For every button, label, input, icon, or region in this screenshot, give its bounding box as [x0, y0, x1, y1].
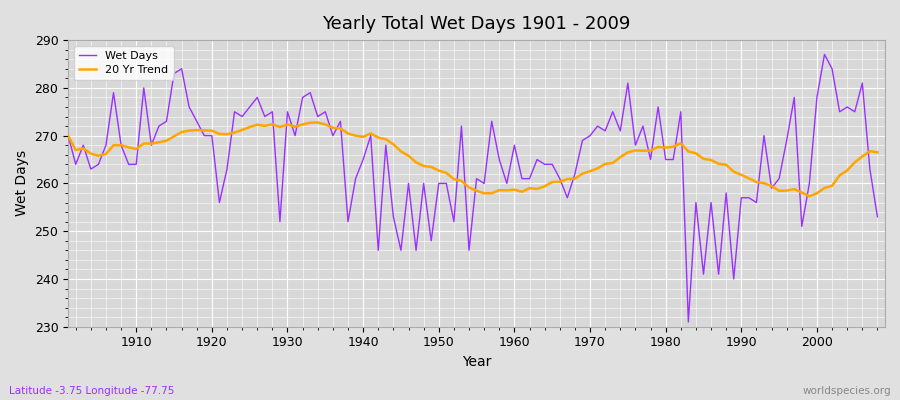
Text: worldspecies.org: worldspecies.org [803, 386, 891, 396]
Title: Yearly Total Wet Days 1901 - 2009: Yearly Total Wet Days 1901 - 2009 [322, 15, 631, 33]
Wet Days [872, 214, 883, 219]
20 Yr Trend [146, 141, 157, 146]
20 Yr Trend [192, 128, 202, 132]
Y-axis label: Wet Days: Wet Days [15, 150, 29, 216]
Text: Latitude -3.75 Longitude -77.75: Latitude -3.75 Longitude -77.75 [9, 386, 175, 396]
Wet Days [441, 181, 452, 186]
Wet Days [819, 52, 830, 57]
20 Yr Trend [713, 162, 724, 166]
Wet Days [781, 138, 792, 143]
20 Yr Trend [63, 133, 74, 138]
Line: Wet Days: Wet Days [68, 54, 878, 322]
20 Yr Trend [448, 177, 459, 182]
Wet Days [766, 186, 777, 190]
20 Yr Trend [312, 120, 323, 125]
Wet Days [146, 143, 157, 148]
Wet Days [713, 272, 724, 276]
Line: 20 Yr Trend: 20 Yr Trend [68, 122, 878, 196]
Legend: Wet Days, 20 Yr Trend: Wet Days, 20 Yr Trend [74, 46, 174, 80]
20 Yr Trend [766, 184, 777, 188]
X-axis label: Year: Year [462, 355, 491, 369]
Wet Days [192, 119, 202, 124]
Wet Days [683, 320, 694, 324]
20 Yr Trend [781, 188, 792, 193]
20 Yr Trend [872, 150, 883, 155]
Wet Days [63, 133, 74, 138]
20 Yr Trend [804, 194, 814, 199]
